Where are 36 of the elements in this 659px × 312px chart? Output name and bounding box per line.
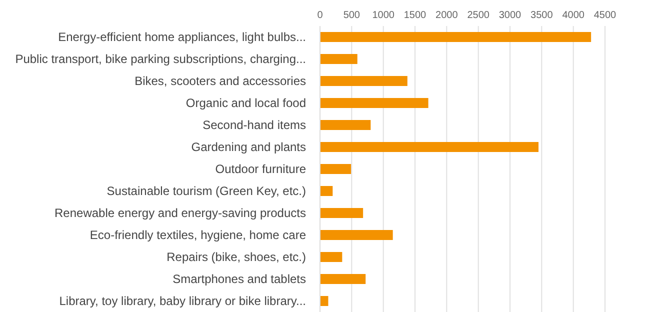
x-tick-label: 3000 [498,10,522,21]
y-tick-label: Sustainable tourism (Green Key, etc.) [106,184,306,198]
x-tick-label: 0 [317,10,324,21]
y-tick-label: Organic and local food [186,96,306,110]
y-tick-label: Library, toy library, baby library or bike library... [59,294,306,308]
bar [320,252,342,262]
y-tick-label: Public transport, bike parking subscriptions, charging... [15,52,306,66]
bar [320,120,371,130]
bar [320,54,358,64]
x-tick-label: 2500 [467,10,490,21]
y-tick-label: Outdoor furniture [215,162,306,176]
x-tick-label: 4000 [562,10,585,21]
y-tick-label: Renewable energy and energy-saving products [54,206,306,220]
y-tick-label: Bikes, scooters and accessories [134,74,306,88]
y-tick-label: Eco-friendly textiles, hygiene, home care [90,228,306,242]
x-tick-label: 3500 [530,10,554,21]
bar [320,76,408,86]
bar [320,32,592,42]
bar [320,230,393,240]
bar [320,142,538,152]
x-tick-label: 1500 [404,10,427,21]
x-tick-label: 4500 [594,10,617,21]
bar [320,208,364,218]
bar [320,186,333,196]
bar [320,164,352,174]
y-tick-label: Smartphones and tablets [172,272,306,286]
x-tick-label: 2000 [436,10,458,21]
x-tick-label: 500 [343,10,360,21]
x-tick-label: 1000 [372,10,395,21]
bar [320,274,366,284]
bar [320,296,328,306]
y-tick-label: Repairs (bike, shoes, etc.) [166,250,306,264]
y-tick-label: Second-hand items [202,118,306,132]
y-tick-label: Gardening and plants [191,140,306,154]
bar [320,98,428,108]
y-tick-label: Energy-efficient home appliances, light bulbs... [58,30,306,44]
